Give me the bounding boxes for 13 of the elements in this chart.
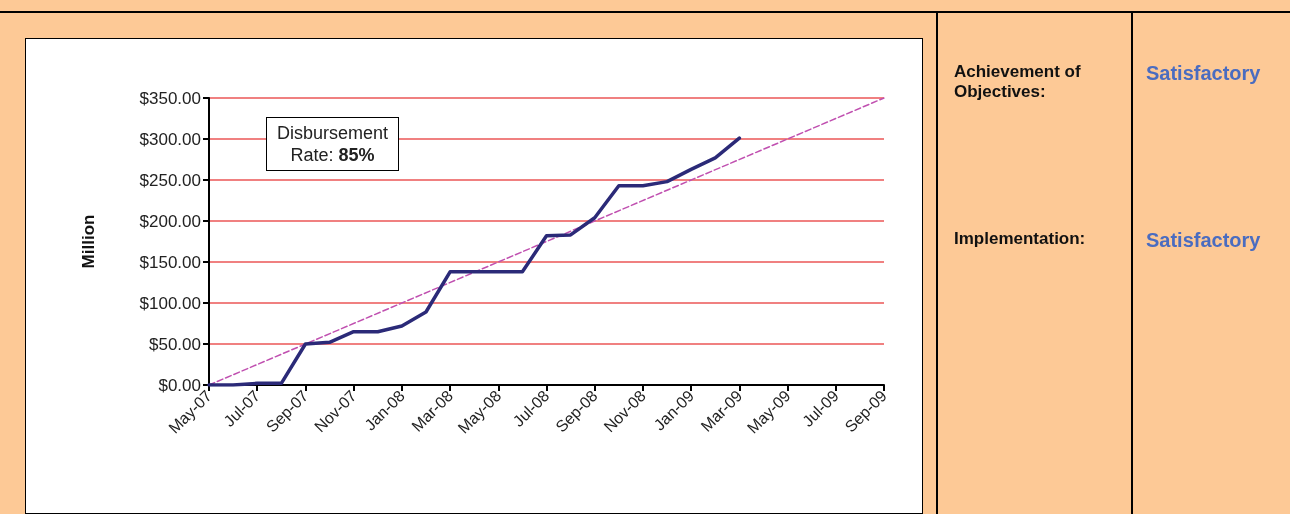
y-tick-label: $200.00 — [139, 211, 201, 231]
annotation: Disbursement Rate: 85% — [277, 122, 389, 166]
text: Achievement of Objectives: — [954, 62, 1082, 102]
y-tick-label: $300.00 — [139, 129, 201, 149]
y-tick-label: $250.00 — [139, 170, 201, 190]
y-tick-label: $100.00 — [139, 293, 201, 313]
y-tick-label: $50.00 — [149, 334, 201, 354]
y-tick-label: $150.00 — [139, 252, 201, 272]
text: Satisfactory — [1146, 229, 1262, 252]
text: Satisfactory — [1146, 62, 1262, 85]
y-tick-label: $350.00 — [139, 88, 201, 108]
y-axis-title: Million — [79, 214, 98, 269]
text: Implementation: — [954, 229, 1087, 249]
